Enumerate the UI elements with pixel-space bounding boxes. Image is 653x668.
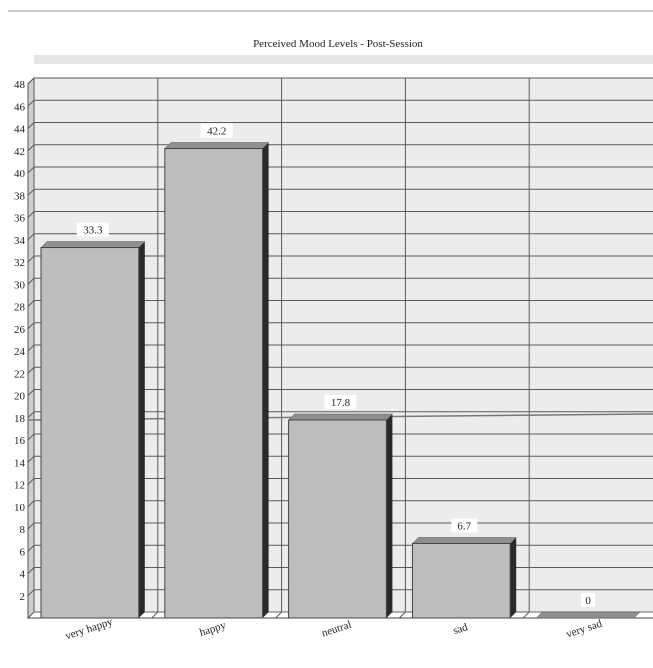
y-tick-label: 4 [20, 569, 26, 581]
data-label: 0 [585, 595, 591, 607]
x-tick-label: neutral [320, 619, 353, 640]
y-tick-label: 44 [14, 124, 26, 136]
y-tick-label: 6 [20, 546, 26, 558]
gridline-depth [27, 478, 35, 485]
gridline-floor [275, 611, 282, 619]
data-label: 6.7 [457, 520, 471, 532]
bar-side [386, 413, 393, 618]
y-tick-label: 16 [14, 435, 26, 447]
gridline-depth [27, 300, 35, 307]
data-label-box [581, 593, 596, 607]
y-tick-label: 46 [14, 101, 26, 113]
x-tick-label: very sad [565, 618, 604, 641]
y-tick-label: 28 [14, 302, 26, 314]
bar-side [262, 142, 269, 618]
gridline-depth [27, 366, 35, 374]
y-tick-label: 12 [14, 480, 25, 492]
gridline-depth [27, 233, 35, 241]
data-label: 33.3 [83, 225, 103, 237]
gridline-depth [27, 500, 35, 508]
y-tick-label: 22 [14, 368, 25, 380]
y-tick-label: 42 [14, 146, 25, 158]
bar-top [40, 241, 146, 248]
x-tick-label: sad [452, 621, 470, 637]
gridline-depth [27, 166, 35, 174]
y-tick-label: 14 [14, 457, 26, 469]
gridline-floor [522, 611, 530, 619]
y-tick-label: 2 [20, 591, 26, 603]
gridline-depth [27, 99, 35, 107]
gridline-depth [27, 544, 35, 552]
y-tick-label: 10 [14, 502, 26, 514]
x-tick-label: happy [198, 619, 228, 639]
gridline-depth [27, 322, 35, 330]
gridline-floor [399, 611, 406, 619]
y-tick-label: 20 [14, 391, 26, 403]
gridline-depth [27, 255, 35, 263]
chart-title: Perceived Mood Levels - Post-Session [253, 38, 423, 50]
gridline-floor [151, 611, 159, 619]
y-tick-label: 18 [14, 413, 26, 425]
gridline-depth [27, 411, 35, 419]
y-tick-label: 24 [14, 346, 26, 358]
gridline-depth [27, 77, 35, 85]
bar-top [164, 142, 270, 149]
y-tick-label: 40 [14, 168, 26, 180]
gridline-depth [27, 188, 35, 196]
y-tick-label: 32 [14, 257, 25, 269]
y-tick-label: 38 [14, 190, 26, 202]
gridline-depth [27, 211, 35, 218]
bar [288, 419, 387, 619]
bar [411, 542, 511, 619]
gridline-depth [27, 522, 35, 530]
gridline-depth [27, 389, 35, 396]
gridline-depth [27, 433, 35, 441]
data-label-box [324, 394, 357, 409]
y-tick-label: 30 [14, 279, 26, 291]
gridline-depth [27, 144, 35, 152]
gridline-depth [27, 277, 35, 285]
gridline-depth [27, 567, 35, 574]
x-tick-label: very happy [64, 616, 115, 643]
gridline-depth [27, 344, 35, 352]
data-label-box [76, 222, 109, 237]
data-label: 42.2 [207, 126, 226, 138]
y-tick-label: 36 [14, 213, 26, 225]
title-band [34, 55, 653, 64]
data-label-box [200, 123, 233, 138]
y-tick-label: 8 [20, 524, 26, 536]
y-tick-label: 34 [14, 235, 26, 247]
bar-side [138, 241, 145, 618]
y-tick-label: 48 [14, 79, 26, 91]
bar-top [287, 413, 394, 421]
y-tick-label: 26 [14, 324, 26, 336]
plot-area: 4846444240383634323028262422201816141210… [14, 76, 653, 643]
bar-top [411, 537, 517, 544]
bar [40, 247, 140, 619]
bar-top [535, 611, 641, 619]
gridline-depth [27, 122, 35, 129]
bar [164, 148, 264, 619]
gridline-depth [27, 589, 35, 597]
gridline-depth [27, 455, 35, 463]
bar-side [510, 537, 517, 618]
data-label-box [451, 518, 478, 533]
data-label: 17.8 [331, 397, 351, 409]
